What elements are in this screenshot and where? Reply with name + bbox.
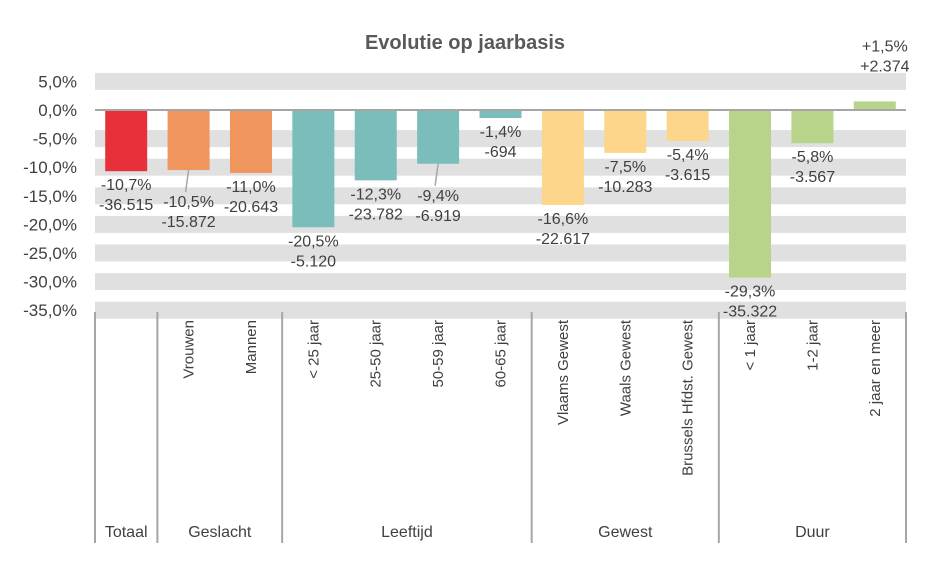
bar <box>541 110 584 205</box>
category-labels: Vrouwen Mannen < 25 jaar 25-50 jaar 50-59 ja… <box>181 319 884 476</box>
grid-band <box>95 72 906 90</box>
data-label-absolute: -22.617 <box>536 231 590 248</box>
leader-line <box>184 169 190 193</box>
y-tick-label: -35,0% <box>23 301 77 320</box>
category-label: Waals Gewest <box>617 319 634 416</box>
data-label-percent: +1,5% <box>862 38 908 55</box>
group-label: Geslacht <box>188 524 252 541</box>
bar <box>105 110 148 172</box>
category-label: Mannen <box>243 320 260 374</box>
data-label-percent: -11,0% <box>226 179 276 196</box>
data-label-absolute: -10.283 <box>598 179 652 196</box>
y-tick-label: 5,0% <box>38 72 77 91</box>
bar <box>729 110 772 278</box>
bar <box>167 110 210 171</box>
bar <box>853 101 896 110</box>
data-label-absolute: -694 <box>484 144 516 161</box>
category-label: Brussels Hfdst. Gewest <box>680 319 697 476</box>
chart-title: Evolutie op jaarbasis <box>365 32 565 54</box>
grid-band <box>95 244 906 262</box>
bar <box>417 110 460 164</box>
bars <box>105 101 896 278</box>
bar <box>479 110 522 119</box>
data-label-absolute: -23.782 <box>349 206 403 223</box>
data-label-absolute: -6.919 <box>415 208 460 225</box>
data-label-percent: -20,5% <box>288 233 339 250</box>
category-label: Vlaams Gewest <box>555 319 572 425</box>
group-label: Leeftijd <box>381 524 433 541</box>
bar <box>354 110 397 181</box>
grid-band <box>95 215 906 233</box>
data-label-absolute: -3.615 <box>665 167 710 184</box>
y-tick-label: -20,0% <box>23 215 77 234</box>
data-label-percent: -7,5% <box>604 159 646 176</box>
data-label-absolute: -3.567 <box>790 169 835 186</box>
data-label-percent: -9,4% <box>417 188 459 205</box>
y-axis-ticks: 5,0% 0,0% -5,0% -10,0% -15,0% -20,0% -25,0% -30… <box>23 72 77 320</box>
y-tick-label: -30,0% <box>23 273 77 292</box>
data-label-percent: -5,4% <box>667 147 709 164</box>
data-label-percent: -12,3% <box>350 186 401 203</box>
grid-band <box>95 187 906 205</box>
data-label-percent: -10,5% <box>163 194 214 211</box>
data-label-percent: -5,8% <box>792 149 834 166</box>
data-label-percent: -1,4% <box>480 124 522 141</box>
category-label: 2 jaar en meer <box>867 320 884 417</box>
data-label-percent: -29,3% <box>725 284 776 301</box>
data-label-absolute: -36.515 <box>99 197 153 214</box>
y-tick-label: -5,0% <box>33 130 77 149</box>
grid-band <box>95 301 906 319</box>
y-tick-label: -10,0% <box>23 158 77 177</box>
data-label-percent: -10,7% <box>101 177 152 194</box>
group-separators <box>94 312 907 543</box>
category-label: 25-50 jaar <box>368 320 385 388</box>
group-label: Gewest <box>598 524 653 541</box>
data-label-percent: -16,6% <box>538 211 589 228</box>
y-tick-label: -15,0% <box>23 187 77 206</box>
bar <box>791 110 834 144</box>
category-label: 60-65 jaar <box>493 320 510 388</box>
bar <box>666 110 709 141</box>
bar <box>292 110 335 228</box>
category-label: < 1 jaar <box>742 320 759 370</box>
data-label-absolute: -35.322 <box>723 304 777 321</box>
category-label: 1-2 jaar <box>804 320 821 371</box>
bar <box>604 110 647 153</box>
leader-line <box>434 163 439 186</box>
y-tick-label: 0,0% <box>38 101 77 120</box>
group-label: Totaal <box>105 524 148 541</box>
category-label: 50-59 jaar <box>430 320 447 388</box>
data-label-absolute: -20.643 <box>224 199 278 216</box>
grid-band <box>95 273 906 291</box>
category-label: < 25 jaar <box>305 320 322 379</box>
grid-band <box>95 158 906 176</box>
bar <box>229 110 272 173</box>
y-tick-label: -25,0% <box>23 244 77 263</box>
data-label-absolute: -15.872 <box>161 214 215 231</box>
data-label-absolute: +2.374 <box>860 58 909 75</box>
data-labels: -10,7%-36.515 -10,5%-15.872-11,0%-20.643-… <box>99 38 910 320</box>
data-label-absolute: -5.120 <box>291 253 336 270</box>
category-label: Vrouwen <box>181 320 198 379</box>
group-labels: Totaal Geslacht Leeftijd Gewest Duur <box>105 524 831 541</box>
group-label: Duur <box>795 524 830 541</box>
